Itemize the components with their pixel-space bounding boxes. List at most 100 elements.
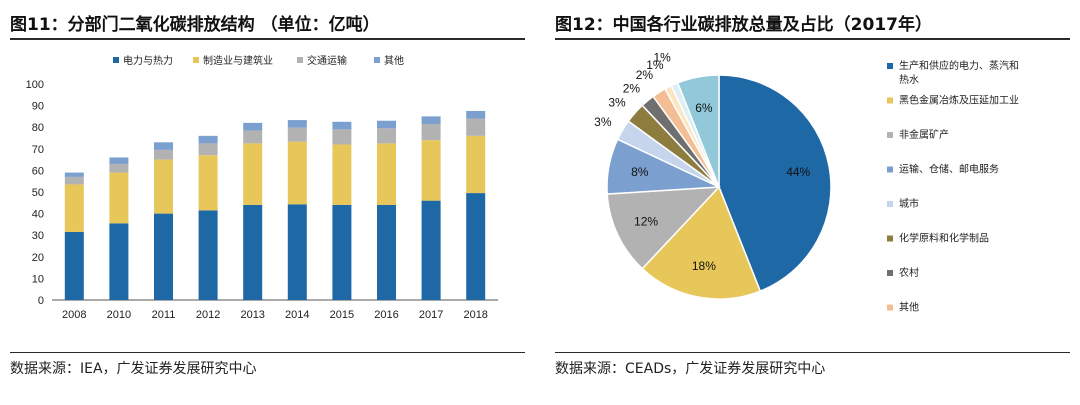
slice-label: 3% (608, 95, 626, 109)
bar-segment (287, 120, 307, 128)
legend-label: 非金属矿产 (899, 128, 949, 141)
bar-segment (64, 172, 84, 177)
bar-segment (243, 130, 263, 144)
bar-segment (109, 172, 129, 224)
legend-swatch (887, 201, 893, 207)
bar-segment (287, 127, 307, 142)
bar-segment (332, 204, 352, 300)
left-panel: 图11：分部门二氧化碳排放结构 （单位：亿吨） 0 10 20 30 40 50 60 70 8… (0, 0, 535, 405)
bar-chart: 0 10 20 30 40 50 60 70 80 90 100 2008 2010 2011 2012 20… (26, 54, 498, 321)
x-tick-label: 2012 (196, 309, 220, 321)
bar-segment (466, 193, 486, 300)
y-tick-label: 90 (32, 101, 44, 113)
x-tick-label: 2018 (463, 309, 487, 321)
bar-segment (109, 223, 129, 300)
legend-label: 生产和供应的电力、蒸汽和 (899, 59, 1019, 72)
bar-segment (421, 123, 441, 141)
y-tick-label: 20 (32, 252, 44, 264)
legend-swatch (887, 235, 893, 242)
bar-segment (198, 155, 218, 211)
y-tick-label: 10 (32, 273, 44, 285)
bar-chart-title: 图11：分部门二氧化碳排放结构 （单位：亿吨） (10, 15, 380, 35)
slice-label: 6% (695, 101, 713, 115)
x-tick-label: 2010 (107, 309, 131, 321)
bar-segment (64, 184, 84, 232)
bar-segment (154, 159, 173, 214)
slice-label: 2% (623, 81, 641, 95)
legend-label: 其他 (899, 301, 919, 314)
slice-label: 8% (631, 165, 649, 179)
source-divider (10, 352, 525, 353)
bar-segment (466, 118, 486, 136)
x-tick-label: 2008 (62, 309, 86, 321)
slice-label: 2% (636, 68, 654, 82)
x-tick-label: 2015 (330, 309, 354, 321)
legend-swatch (887, 63, 893, 69)
legend-swatch (887, 270, 893, 276)
pie-slice (641, 185, 762, 300)
legend-label: 交通运输 (307, 54, 347, 67)
bar-segment (64, 231, 84, 300)
legend-label: 电力与热力 (123, 54, 173, 67)
legend-swatch (887, 304, 893, 311)
legend-label: 黑色金属冶炼及压延加工业 (899, 94, 1019, 107)
x-tick-label: 2013 (240, 309, 264, 321)
y-tick-label: 50 (32, 187, 44, 199)
bar-segment (377, 120, 396, 129)
bar-segment (287, 141, 307, 205)
bar-segment (332, 129, 352, 145)
bar-segment (332, 121, 352, 130)
legend-label: 化学原料和化学制品 (899, 232, 989, 245)
legend-swatch (887, 97, 893, 104)
bar-segment (377, 204, 396, 300)
bar-segment (109, 163, 129, 173)
bar-segment (287, 204, 307, 300)
bar-segment (421, 116, 441, 124)
y-tick-label: 40 (32, 209, 44, 221)
bar-segment (64, 176, 84, 185)
bar-segment (466, 111, 486, 119)
slice-label: 1% (653, 51, 671, 65)
bar-segment (198, 135, 218, 144)
y-tick-label: 30 (32, 230, 44, 242)
legend-label: 制造业与建筑业 (203, 54, 273, 67)
legend-label: 热水 (899, 73, 919, 86)
title-divider (10, 38, 525, 40)
legend-label: 其他 (384, 54, 404, 67)
pie-slice (718, 74, 832, 293)
y-tick-label: 70 (32, 144, 44, 156)
pie-slice (606, 186, 721, 270)
bar-segment (198, 143, 218, 156)
legend-swatch (887, 132, 893, 138)
legend-swatch (193, 57, 199, 63)
x-tick-label: 2017 (419, 309, 443, 321)
bar-segment (243, 204, 263, 300)
pie-chart-title: 图12：中国各行业碳排放总量及占比（2017年） (555, 15, 932, 35)
slice-label: 12% (634, 214, 658, 228)
bar-segment (154, 142, 173, 150)
y-tick-label: 0 (38, 295, 44, 307)
x-tick-label: 2014 (285, 309, 309, 321)
slice-label: 3% (594, 115, 612, 129)
legend-label: 农村 (899, 266, 919, 279)
slice-label: 44% (786, 165, 810, 179)
x-tick-label: 2011 (152, 309, 176, 321)
bar-segment (377, 128, 396, 144)
bar-segment (332, 144, 352, 205)
bar-segment (154, 213, 173, 300)
legend-label: 运输、仓储、邮电服务 (899, 163, 999, 176)
bar-segment (243, 122, 263, 131)
slice-label: 18% (692, 259, 716, 273)
bar-segment (421, 200, 441, 300)
bar-segment (109, 157, 129, 164)
x-tick-label: 2016 (374, 309, 398, 321)
bar-chart-source: 数据来源：IEA，广发证券发展研究中心 (10, 361, 257, 377)
right-panel: 图12：中国各行业碳排放总量及占比（2017年） 44% 18% 12% 8% 3% 3%… (545, 0, 1080, 405)
bar-segment (154, 149, 173, 160)
pie-chart: 44%18%12%8%3%3%2%2%1%1%6%生产和供应的电力、蒸汽和热水黑… (594, 51, 1019, 314)
legend-label: 城市 (899, 197, 919, 210)
bar-segment (421, 140, 441, 201)
source-divider (555, 352, 1070, 353)
y-tick-label: 80 (32, 122, 44, 134)
bar-segment (243, 143, 263, 205)
